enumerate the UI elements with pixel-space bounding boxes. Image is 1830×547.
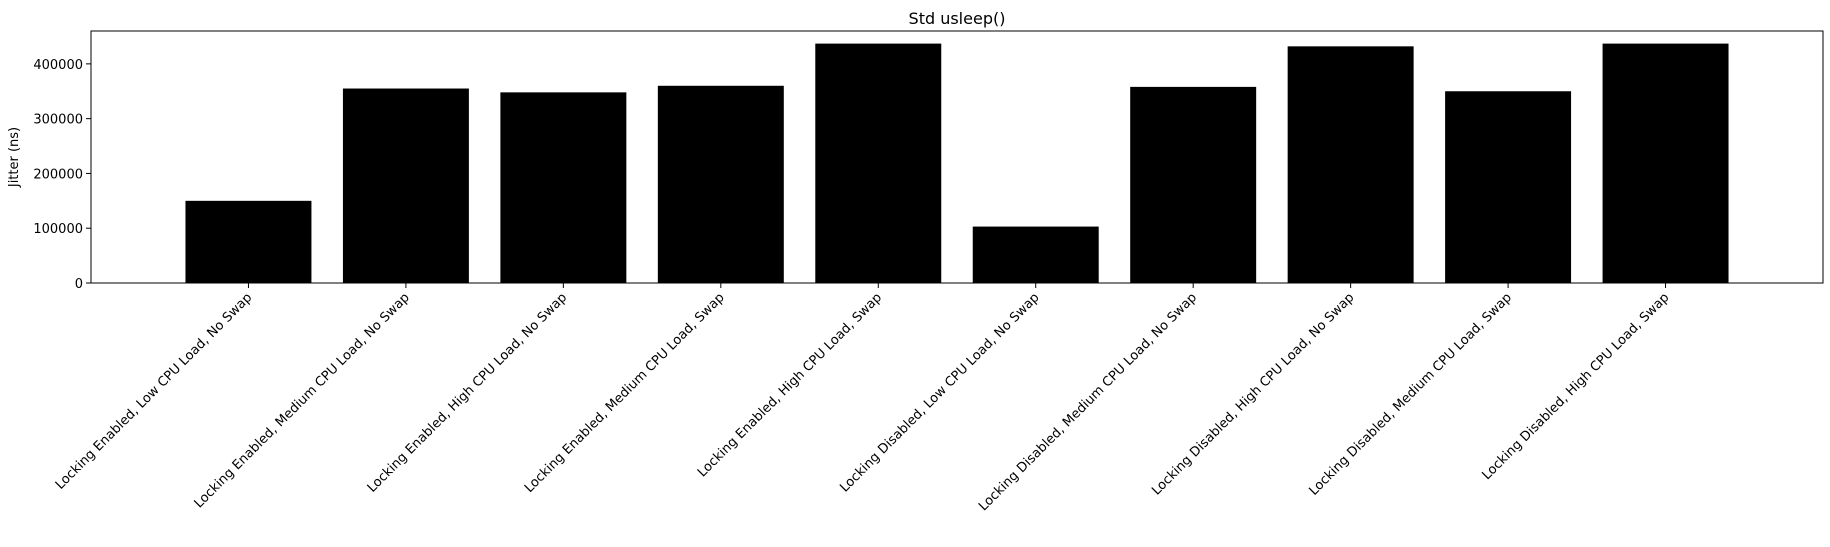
y-tick-label: 300000 [33, 113, 83, 128]
x-tick-label: Locking Enabled, Medium CPU Load, Swap [522, 290, 728, 496]
bar [342, 88, 469, 284]
bar [657, 85, 784, 283]
y-tick-label: 200000 [33, 167, 83, 182]
x-tick-label: Locking Disabled, Low CPU Load, No Swap [837, 290, 1042, 495]
x-tick-label: Locking Enabled, High CPU Load, No Swap [365, 290, 571, 496]
bar [815, 43, 942, 283]
bar [972, 226, 1099, 283]
plot-frame [90, 30, 1824, 284]
chart-title: Std usleep() [909, 9, 1006, 28]
bar [1602, 43, 1729, 283]
x-axis: Locking Enabled, Low CPU Load, No Swap Lo… [53, 283, 1673, 514]
bar [1445, 91, 1572, 284]
y-tick-label: 100000 [33, 222, 83, 237]
bars-group [185, 43, 1729, 284]
y-axis-label: Jitter (ns) [7, 127, 22, 188]
y-tick-label: 400000 [33, 58, 83, 73]
bar [500, 92, 627, 283]
x-tick-label: Locking Disabled, High CPU Load, Swap [1480, 290, 1673, 483]
x-tick-label: Locking Enabled, Low CPU Load, No Swap [53, 290, 255, 492]
bar [1130, 86, 1257, 283]
y-tick-label: 0 [75, 277, 83, 292]
x-tick-label: Locking Enabled, High CPU Load, Swap [695, 290, 885, 480]
y-axis: 0 100000 200000 300000 400000 [33, 58, 91, 292]
bar [1287, 46, 1414, 284]
bar [185, 200, 312, 283]
